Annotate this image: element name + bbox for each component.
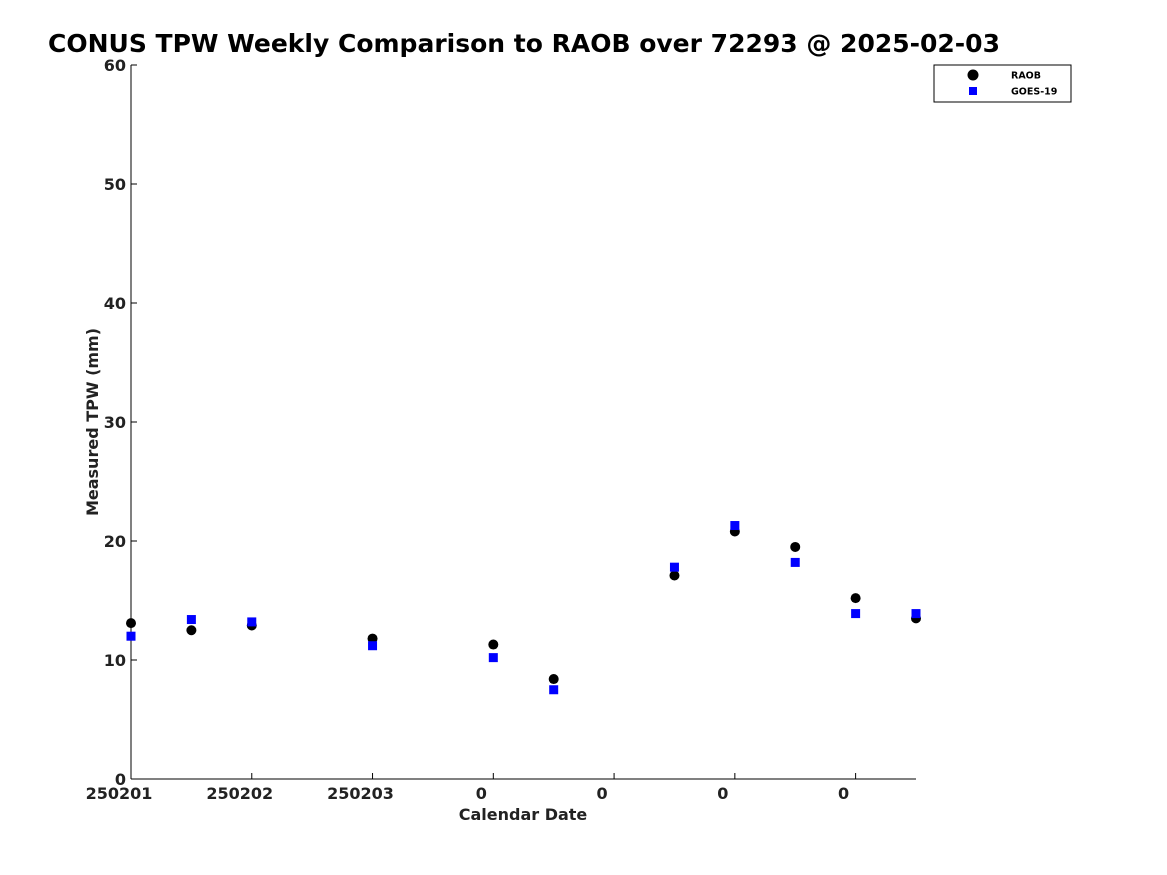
x-axis-label: Calendar Date	[459, 805, 588, 824]
goes-19-point	[368, 641, 378, 651]
legend-goes-19-marker	[969, 87, 977, 95]
legend-box	[933, 64, 1072, 103]
y-tick-label: 50	[104, 175, 126, 194]
goes-19-point	[851, 609, 861, 619]
raob-point	[850, 593, 861, 604]
goes-19-point	[911, 609, 921, 619]
x-tick-label: 0	[476, 784, 487, 803]
y-tick-label: 0	[115, 770, 126, 789]
legend-raob-marker	[967, 69, 979, 81]
x-tick-label: 0	[597, 784, 608, 803]
y-ticks: 0 10 20 30 40 50 60	[104, 56, 137, 789]
legend-raob-label: RAOB	[1011, 71, 1041, 82]
raob-point	[488, 639, 499, 650]
goes-19-point	[669, 562, 679, 572]
chart-title: CONUS TPW Weekly Comparison to RAOB over…	[48, 29, 1000, 58]
data-points	[126, 521, 921, 695]
x-tick-label: 0	[838, 784, 849, 803]
y-tick-label: 30	[104, 413, 126, 432]
goes-19-point	[730, 521, 740, 531]
goes-19-point	[186, 615, 196, 625]
y-axis-label: Measured TPW (mm)	[83, 328, 102, 516]
x-tick-label: 0	[717, 784, 728, 803]
y-tick-label: 60	[104, 56, 126, 75]
x-tick-label: 250201	[86, 784, 153, 803]
raob-point	[790, 541, 801, 552]
legend: RAOB GOES-19	[933, 64, 1072, 103]
legend-goes-19-label: GOES-19	[1011, 87, 1057, 98]
goes-19-point	[247, 617, 257, 627]
goes-19-point	[488, 653, 498, 663]
x-tick-label: 250202	[206, 784, 273, 803]
x-ticks: 250201 250202 250203 0 0 0 0	[86, 773, 857, 803]
goes-19-point	[126, 631, 136, 641]
raob-point	[367, 633, 378, 644]
y-tick-label: 10	[104, 651, 126, 670]
goes-19-point	[549, 685, 559, 695]
x-tick-label: 250203	[327, 784, 394, 803]
raob-point	[186, 625, 197, 636]
goes-19-point	[790, 557, 800, 567]
raob-point	[669, 570, 680, 581]
y-tick-label: 20	[104, 532, 126, 551]
y-tick-label: 40	[104, 294, 126, 313]
raob-point	[126, 618, 136, 629]
raob-point	[548, 674, 559, 685]
axes	[130, 65, 916, 780]
